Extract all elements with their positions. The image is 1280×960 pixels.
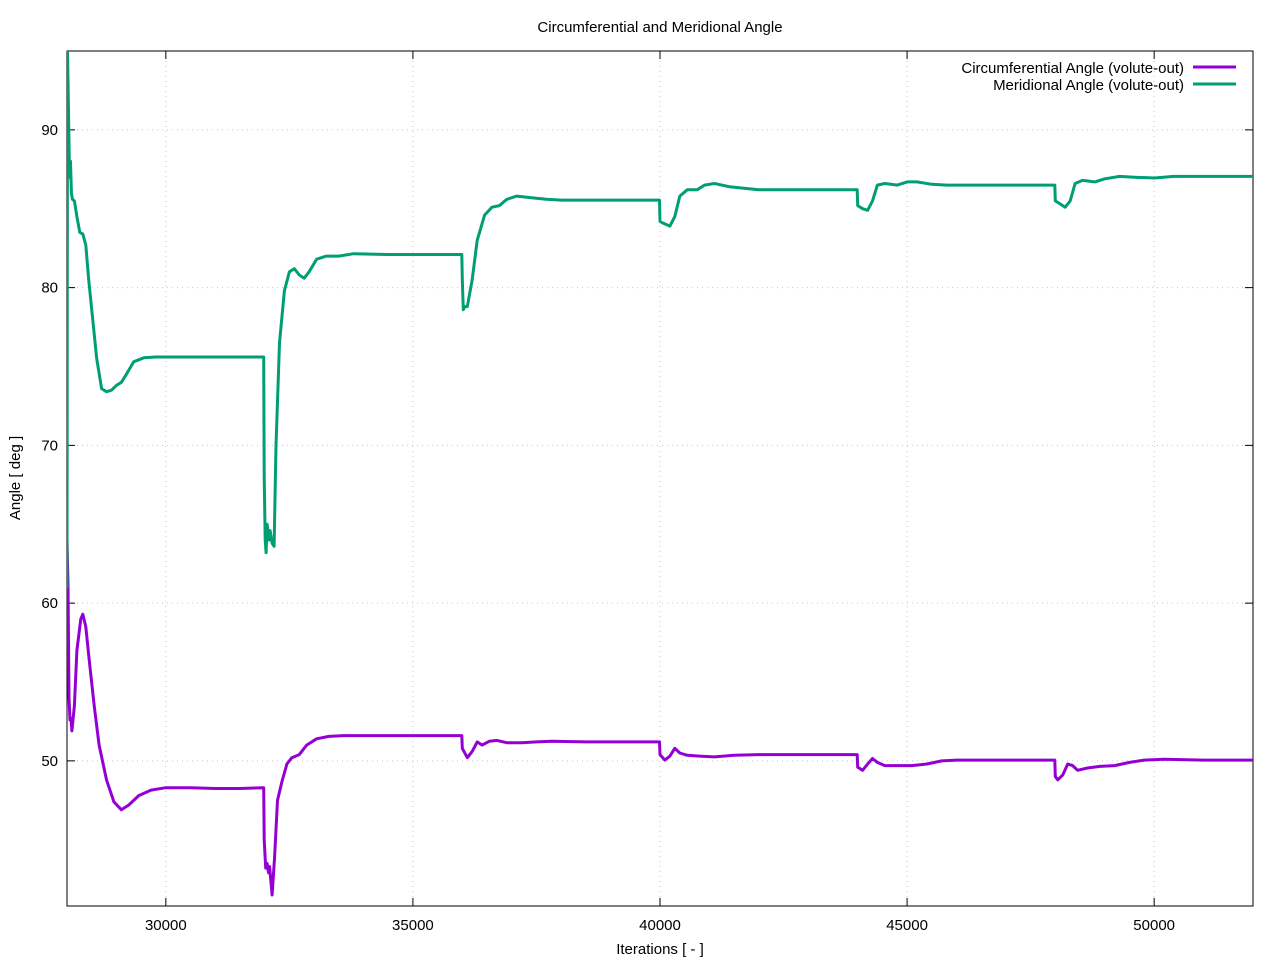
x-tick-label: 50000 [1133, 917, 1175, 934]
x-tick-label: 45000 [886, 917, 928, 934]
x-axis-label: Iterations [ - ] [616, 941, 704, 958]
y-tick-label: 60 [41, 595, 58, 612]
legend-label-circumferential: Circumferential Angle (volute-out) [961, 60, 1184, 77]
x-tick-label: 30000 [145, 917, 187, 934]
y-tick-label: 80 [41, 280, 58, 297]
x-tick-label: 35000 [392, 917, 434, 934]
series-line-1 [67, 51, 1253, 589]
y-tick-label: 50 [41, 753, 58, 770]
chart-title: Circumferential and Meridional Angle [537, 19, 782, 36]
x-tick-label: 40000 [639, 917, 681, 934]
legend: Circumferential Angle (volute-out) Merid… [961, 60, 1236, 94]
series-layer [67, 51, 1253, 897]
grid [67, 51, 1253, 906]
y-tick-label: 90 [41, 122, 58, 139]
legend-label-meridional: Meridional Angle (volute-out) [993, 77, 1184, 94]
y-tick-label: 70 [41, 437, 58, 454]
plot-frame [66, 50, 1254, 907]
y-axis-label: Angle [ deg ] [7, 436, 24, 520]
axis-ticks: 30000 35000 40000 45000 50000 50 60 70 80 90 [41, 51, 1253, 934]
series-line-0 [67, 538, 1253, 897]
